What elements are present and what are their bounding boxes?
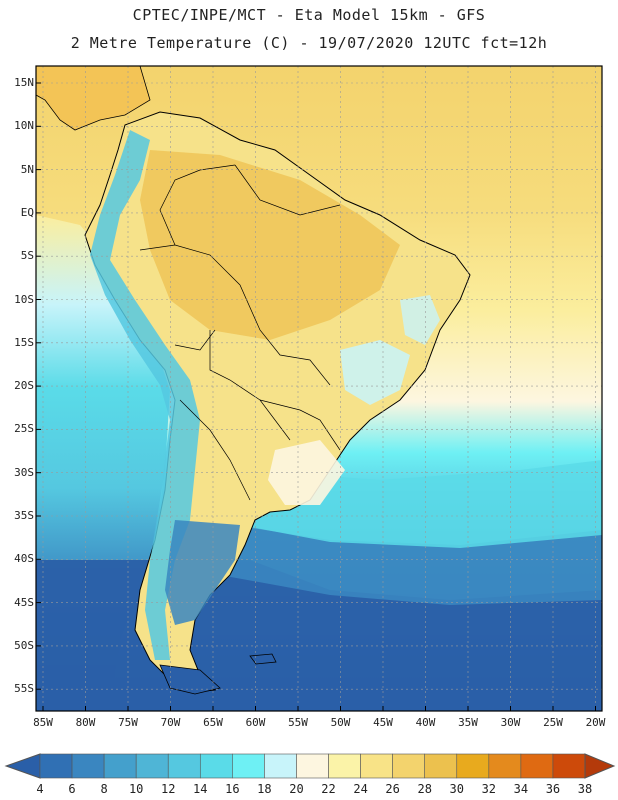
andes-cold-band	[90, 130, 200, 660]
colorbar-label: 20	[289, 782, 304, 796]
lat-label: EQ	[20, 205, 34, 219]
colorbar-label: 10	[128, 782, 144, 796]
colorbar-label: 18	[257, 782, 272, 796]
lat-label: 35S	[14, 509, 34, 522]
lon-label: 50W	[330, 716, 351, 729]
tierra-del-fuego	[159, 664, 221, 695]
map-frame	[35, 65, 603, 712]
map-title: CPTEC/INPE/MCT - Eta Model 15km - GFS	[132, 6, 486, 24]
graticule	[36, 66, 602, 711]
brazil-highlands-north	[400, 295, 440, 345]
colorbar-label: 26	[385, 782, 400, 796]
country-borders	[139, 164, 341, 501]
lon-label: 30W	[500, 716, 521, 729]
colorbar-label: 6	[68, 782, 76, 796]
colorbar-label: 12	[161, 782, 176, 796]
lon-label: 60W	[245, 716, 266, 729]
lon-label: 40W	[415, 716, 436, 729]
colorbar-label: 32	[481, 782, 497, 796]
lon-label: 25W	[543, 716, 563, 729]
amazon-warm-region	[140, 150, 400, 340]
lat-label: 20S	[14, 379, 34, 393]
lon-label: 80W	[75, 716, 96, 729]
colorbar-label: 28	[417, 782, 432, 796]
lat-label: 25S	[14, 422, 34, 436]
central-america	[36, 66, 151, 131]
lat-label: 30S	[14, 465, 34, 479]
lon-label: 70W	[160, 716, 181, 729]
colorbar-label: 30	[449, 782, 464, 796]
lat-label: 5N	[20, 162, 34, 176]
lat-label: 40S	[14, 552, 34, 566]
colorbar-label: 36	[545, 782, 561, 796]
lon-label: 85W	[33, 716, 53, 729]
lon-label: 55W	[288, 716, 308, 729]
lat-label: 45S	[14, 595, 34, 609]
colorbar-label: 34	[513, 782, 529, 796]
lat-label: 5S	[20, 249, 34, 263]
lat-label: 10S	[14, 292, 34, 306]
lat-label: 10N	[14, 119, 34, 133]
lon-label: 35W	[458, 716, 478, 729]
brazil-highlands	[340, 340, 410, 405]
lat-label: 55S	[14, 682, 34, 696]
lon-label: 65W	[203, 716, 223, 729]
colorbar-label: 16	[225, 782, 240, 796]
lon-label: 45W	[373, 716, 393, 729]
lat-label: 15S	[14, 335, 34, 349]
lat-label: 15N	[14, 76, 34, 89]
colorbar-label: 22	[321, 782, 336, 796]
colorbar-label: 24	[353, 782, 368, 796]
map-subtitle: 2 Metre Temperature (C) - 19/07/2020 12U…	[70, 34, 548, 52]
colorbar-label: 8	[100, 782, 108, 796]
lon-label: 75W	[118, 716, 138, 729]
axis-ticks	[36, 82, 596, 711]
colorbar-label: 4	[36, 782, 44, 796]
colorbar-label: 38	[577, 782, 593, 796]
patagonia	[165, 520, 240, 625]
falkland-islands	[249, 653, 277, 665]
colorbar-label: 14	[193, 782, 208, 796]
lat-label: 50S	[14, 638, 34, 652]
lon-label: 20W	[585, 716, 606, 729]
